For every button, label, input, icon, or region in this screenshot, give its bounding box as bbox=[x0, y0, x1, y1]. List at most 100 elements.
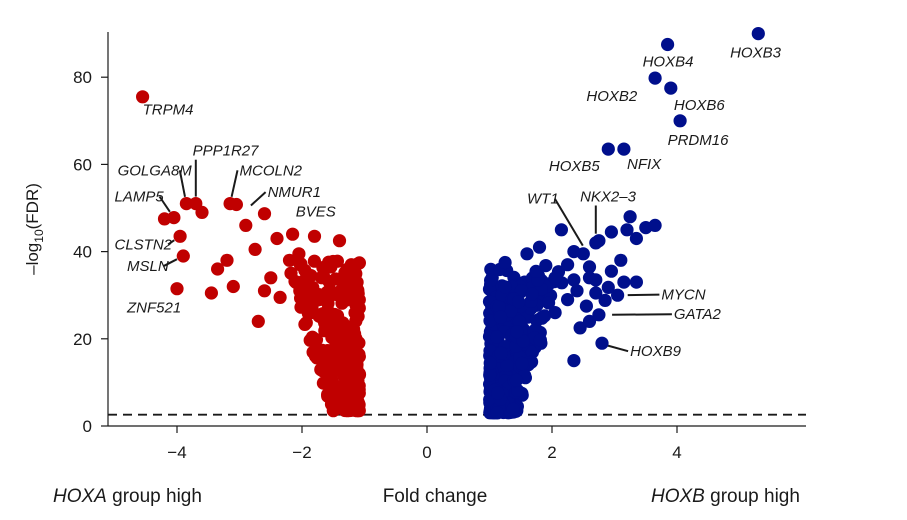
hoxa-high-point bbox=[345, 283, 359, 297]
hoxb-high-point bbox=[648, 71, 662, 85]
hoxb-high-point bbox=[561, 258, 575, 272]
hoxa-high-point bbox=[337, 360, 351, 374]
hoxb-high-point bbox=[491, 386, 505, 400]
label-leader-line bbox=[605, 344, 629, 353]
hoxb-high-point bbox=[579, 299, 594, 313]
hoxb-high-point bbox=[601, 142, 615, 156]
hoxb-high-point bbox=[529, 264, 543, 278]
hoxa-high-point bbox=[293, 258, 307, 272]
hoxb-high-point bbox=[512, 314, 527, 329]
y-tick-label: 0 bbox=[83, 417, 92, 436]
hoxa-high-point bbox=[251, 314, 265, 328]
hoxb-high-point bbox=[520, 247, 534, 261]
x-tick-label: 2 bbox=[547, 443, 556, 462]
hoxa-high-point bbox=[264, 271, 278, 285]
gene-label: HOXB2 bbox=[586, 88, 638, 105]
hoxb-high-point bbox=[539, 259, 553, 273]
hoxa-high-point bbox=[316, 261, 330, 275]
gene-label: NFIX bbox=[627, 156, 662, 173]
hoxb-high-point bbox=[673, 114, 687, 128]
hoxa-high-point bbox=[292, 247, 306, 261]
hoxb-high-point bbox=[554, 223, 569, 237]
hoxa-high-point bbox=[307, 229, 322, 243]
gene-label: NKX2–3 bbox=[580, 189, 637, 206]
hoxa-high-point bbox=[286, 227, 300, 241]
hoxa-high-point bbox=[226, 279, 240, 294]
hoxb-high-point bbox=[661, 37, 675, 52]
gene-label: HOXB6 bbox=[674, 97, 726, 114]
hoxa-high-point bbox=[167, 211, 181, 225]
hoxb-high-point bbox=[604, 264, 619, 278]
x-tick-label: 0 bbox=[422, 443, 431, 462]
hoxb-high-point bbox=[510, 325, 524, 339]
hoxa-high-point bbox=[318, 324, 332, 338]
label-leader-line bbox=[627, 293, 660, 297]
gene-label: HOXB5 bbox=[549, 158, 601, 175]
hoxa-high-point bbox=[257, 284, 272, 298]
hoxb-high-point bbox=[548, 306, 562, 320]
hoxa-high-point bbox=[308, 332, 322, 346]
hoxa-high-point bbox=[301, 284, 315, 298]
gene-label: HOXB4 bbox=[643, 53, 694, 70]
hoxa-high-point bbox=[352, 293, 366, 307]
hoxb-high-point bbox=[567, 245, 581, 259]
bottom-left-label: HOXA group high bbox=[53, 486, 202, 507]
hoxb-high-point bbox=[561, 293, 575, 307]
label-leader-line bbox=[162, 258, 178, 268]
gene-label: LAMP5 bbox=[115, 189, 165, 206]
hoxa-high-point bbox=[313, 289, 327, 303]
hoxa-high-point bbox=[179, 197, 193, 211]
hoxa-high-point bbox=[211, 262, 225, 276]
hoxb-high-point bbox=[493, 310, 508, 324]
hoxa-high-point bbox=[338, 328, 352, 342]
hoxb-high-point bbox=[515, 356, 529, 371]
hoxb-high-point bbox=[582, 314, 597, 328]
hoxa-high-point bbox=[316, 376, 330, 390]
label-leader-line bbox=[250, 191, 267, 207]
hoxb-high-point bbox=[664, 81, 678, 95]
hoxb-high-point bbox=[498, 280, 512, 294]
hoxb-high-point bbox=[484, 273, 498, 287]
hoxb-high-point bbox=[598, 293, 612, 307]
hoxb-high-point bbox=[483, 356, 497, 370]
hoxa-high-point bbox=[316, 359, 330, 374]
hoxa-high-point bbox=[313, 347, 327, 361]
hoxa-high-point bbox=[229, 197, 243, 212]
gene-label: BVES bbox=[296, 204, 336, 221]
hoxa-high-point bbox=[320, 310, 334, 324]
x-tick-label: −4 bbox=[167, 443, 186, 462]
hoxb-high-point bbox=[516, 334, 530, 348]
gene-label: HOXB9 bbox=[630, 343, 682, 360]
hoxa-high-point bbox=[195, 205, 209, 219]
hoxb-high-point bbox=[592, 308, 606, 322]
gene-label: GOLGA8M bbox=[118, 162, 193, 179]
hoxb-high-point bbox=[589, 236, 603, 250]
hoxa-high-point bbox=[288, 274, 302, 288]
hoxa-high-point bbox=[273, 290, 287, 304]
hoxb-high-point bbox=[629, 231, 644, 246]
hoxb-high-point bbox=[629, 275, 644, 289]
hoxb-high-point bbox=[623, 210, 637, 224]
hoxb-high-point bbox=[567, 354, 581, 368]
hoxb-high-point bbox=[511, 295, 526, 309]
hoxa-high-point bbox=[350, 309, 364, 323]
hoxa-high-point bbox=[248, 242, 262, 256]
y-axis-label: –log10(FDR) bbox=[23, 183, 46, 275]
hoxb-high-point bbox=[604, 225, 619, 239]
axes bbox=[107, 32, 806, 427]
hoxb-high-point bbox=[589, 273, 603, 287]
hoxa-high-point bbox=[204, 286, 218, 300]
hoxb-high-point bbox=[498, 255, 512, 270]
hoxa-high-point bbox=[170, 282, 184, 296]
y-tick-label: 20 bbox=[73, 330, 92, 349]
y-tick-label: 40 bbox=[73, 243, 92, 262]
hoxb-high-point bbox=[532, 240, 547, 254]
hoxb-high-point bbox=[538, 309, 552, 323]
hoxb-high-point bbox=[611, 288, 625, 302]
gene-label: GATA2 bbox=[674, 306, 722, 323]
gene-label: TRPM4 bbox=[143, 101, 194, 118]
hoxb-high-point bbox=[509, 373, 524, 387]
hoxa-high-point bbox=[304, 269, 318, 283]
hoxa-high-point bbox=[298, 317, 312, 331]
